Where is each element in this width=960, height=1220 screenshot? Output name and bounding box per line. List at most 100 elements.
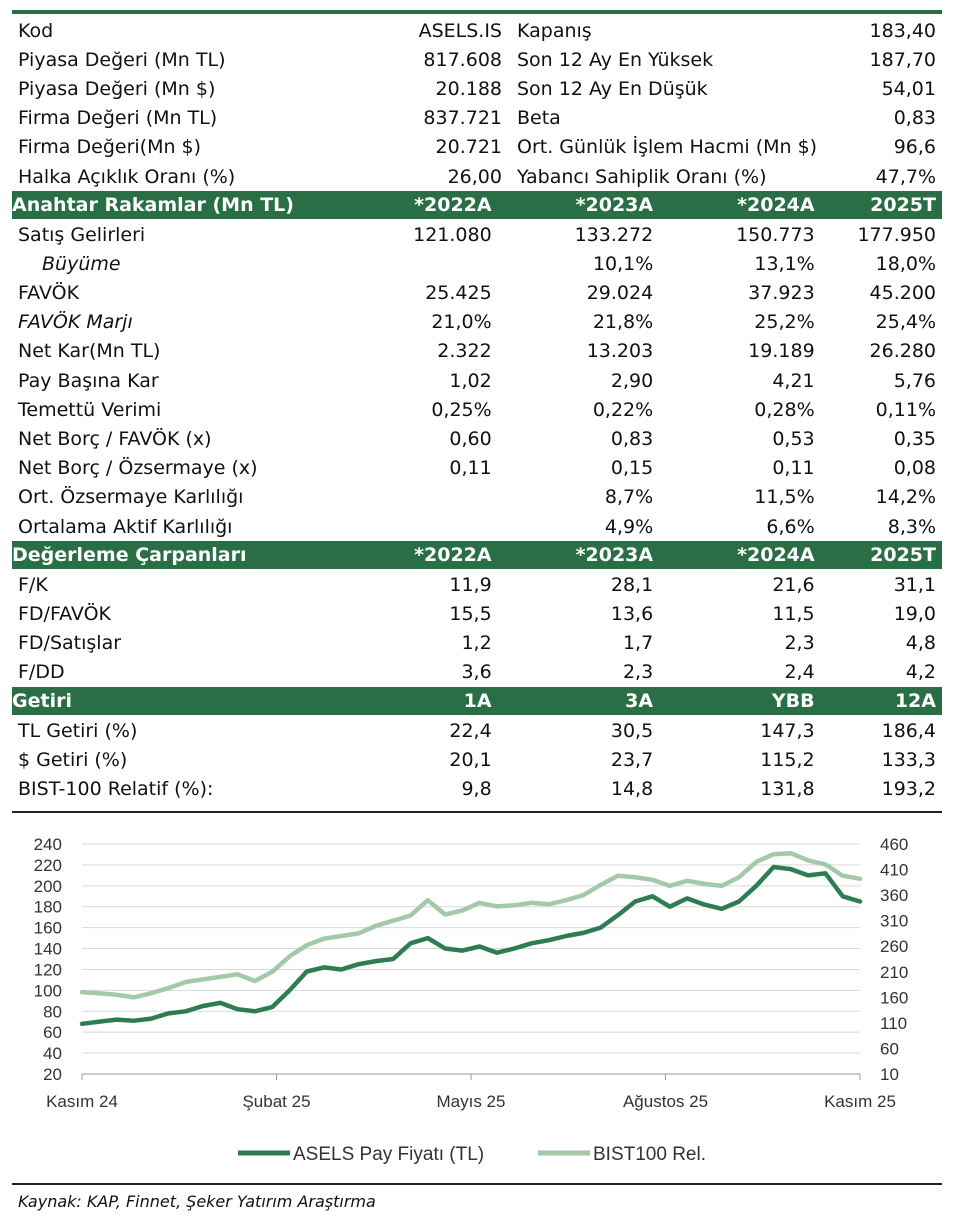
cell-value: 25.425 — [425, 282, 492, 305]
right-axis-tick-label: 110 — [880, 1014, 907, 1033]
cell-value: 37.923 — [748, 282, 815, 305]
column-header: *2023A — [575, 194, 654, 217]
left-axis-tick-label: 80 — [43, 1002, 62, 1021]
cell-value: 121.080 — [413, 223, 492, 246]
cell-value: 14,2% — [875, 486, 937, 509]
column-header: *2024A — [737, 194, 815, 217]
row-label: F/DD — [18, 661, 65, 684]
table-row: FD/FAVÖK 15,5 13,6 11,5 19,0 — [12, 599, 942, 628]
cell-value: 0,15 — [610, 457, 654, 480]
row-label: Net Borç / Özsermaye (x) — [18, 457, 258, 480]
cell-value: 19,0 — [893, 602, 937, 625]
left-axis-tick-label: 220 — [34, 856, 62, 875]
cell-value: 2,3 — [622, 661, 654, 684]
table-row: TL Getiri (%) 22,4 30,5 147,3 186,4 — [12, 716, 942, 745]
cell-value: 28,1 — [610, 573, 654, 596]
cell-value: 0,60 — [449, 428, 492, 451]
cell-value: 4,8 — [905, 632, 937, 655]
summary-row: Kod ASELS.IS Kapanış 183,40 — [12, 16, 942, 45]
column-header: *2024A — [737, 544, 815, 567]
left-axis-tick-label: 40 — [43, 1044, 62, 1063]
section-title: Değerleme Çarpanları — [12, 544, 247, 567]
column-header: YBB — [771, 689, 815, 712]
cell-value: 11,5 — [772, 602, 815, 625]
cell-value: 1,02 — [449, 369, 492, 392]
x-axis-tick-label: Mayıs 25 — [437, 1092, 506, 1111]
cell-value: 5,76 — [893, 369, 937, 392]
column-header: 1A — [463, 689, 492, 712]
table-row: F/K 11,9 28,1 21,6 31,1 — [12, 570, 942, 599]
right-axis-tick-label: 310 — [880, 912, 908, 931]
left-axis-tick-label: 140 — [34, 940, 62, 959]
cell-value: 15,5 — [449, 602, 492, 625]
cell-value: 147,3 — [760, 719, 815, 742]
row-label: $ Getiri (%) — [18, 748, 128, 771]
cell-value: 21,8% — [592, 311, 654, 334]
row-label: FAVÖK Marjı — [18, 311, 133, 334]
summary-label-right: Son 12 Ay En Düşük — [517, 77, 708, 100]
summary-block: Kod ASELS.IS Kapanış 183,40 Piyasa Değer… — [12, 16, 942, 191]
table-row: Net Borç / Özsermaye (x) 0,11 0,15 0,11 … — [12, 454, 942, 483]
column-header: *2022A — [414, 544, 492, 567]
cell-value: 0,08 — [893, 457, 937, 480]
cell-value: 0,53 — [772, 428, 815, 451]
cell-value: 2.322 — [437, 340, 492, 363]
row-label: Ort. Özsermaye Karlılığı — [18, 486, 244, 509]
table-row: FAVÖK 25.425 29.024 37.923 45.200 — [12, 279, 942, 308]
cell-value: 2,3 — [784, 632, 815, 655]
summary-label-left: Piyasa Değeri (Mn $) — [18, 77, 216, 100]
cell-value: 4,2 — [905, 661, 937, 684]
table-row: BIST-100 Relatif (%): 9,8 14,8 131,8 193… — [12, 774, 942, 803]
table-row: Büyüme 10,1% 13,1% 18,0% — [12, 249, 942, 278]
cell-value: 45.200 — [869, 282, 937, 305]
key-figures-body: Satış Gelirleri 121.080 133.272 150.773 … — [12, 220, 942, 541]
cell-value: 29.024 — [586, 282, 654, 305]
right-axis-tick-label: 210 — [880, 963, 908, 982]
legend-label-bist100: BIST100 Rel. — [593, 1144, 706, 1165]
cell-value: 4,21 — [772, 369, 815, 392]
cell-value: 4,9% — [604, 515, 654, 538]
key-figures-header: Anahtar Rakamlar (Mn TL) *2022A *2023A *… — [12, 191, 942, 220]
right-axis-tick-label: 460 — [880, 835, 908, 854]
summary-value-left: 837.721 — [423, 107, 502, 130]
cell-value: 186,4 — [881, 719, 937, 742]
x-axis-tick-label: Kasım 25 — [824, 1092, 896, 1111]
cell-value: 13.203 — [586, 340, 654, 363]
right-axis-tick-label: 410 — [880, 861, 908, 880]
left-axis-tick-label: 100 — [34, 981, 62, 1000]
table-row: Pay Başına Kar 1,02 2,90 4,21 5,76 — [12, 366, 942, 395]
x-axis-tick-label: Ağustos 25 — [623, 1092, 708, 1111]
summary-value-left: 20.721 — [435, 136, 502, 159]
summary-label-right: Yabancı Sahiplik Oranı (%) — [517, 165, 767, 188]
cell-value: 0,25% — [431, 398, 492, 421]
row-label: Net Kar(Mn TL) — [18, 340, 161, 363]
table-row: Satış Gelirleri 121.080 133.272 150.773 … — [12, 220, 942, 249]
returns-body: TL Getiri (%) 22,4 30,5 147,3 186,4 $ Ge… — [12, 716, 942, 804]
summary-value-left: 20.188 — [435, 77, 502, 100]
summary-label-left: Firma Değeri(Mn $) — [18, 136, 202, 159]
cell-value: 20,1 — [449, 748, 492, 771]
column-header: 2025T — [870, 544, 936, 567]
source-rule — [12, 1183, 942, 1185]
cell-value: 23,7 — [610, 748, 654, 771]
summary-label-right: Son 12 Ay En Yüksek — [517, 48, 714, 71]
summary-value-right: 54,01 — [881, 77, 936, 100]
right-axis-tick-label: 60 — [880, 1039, 899, 1058]
left-axis-tick-label: 20 — [43, 1065, 62, 1084]
summary-row: Firma Değeri (Mn TL) 837.721 Beta 0,83 — [12, 104, 942, 133]
table-row: Ortalama Aktif Karlılığı 4,9% 6,6% 8,3% — [12, 512, 942, 541]
cell-value: 0,11% — [875, 398, 937, 421]
row-label: FD/Satışlar — [18, 632, 122, 655]
multiples-body: F/K 11,9 28,1 21,6 31,1 FD/FAVÖK 15,5 13… — [12, 570, 942, 687]
cell-value: 150.773 — [736, 223, 815, 246]
column-header: *2022A — [414, 194, 492, 217]
row-label: BIST-100 Relatif (%): — [18, 777, 214, 800]
column-header: 3A — [625, 689, 654, 712]
cell-value: 177.950 — [857, 223, 937, 246]
summary-value-right: 183,40 — [869, 19, 936, 42]
row-label: FD/FAVÖK — [18, 602, 112, 625]
right-axis-tick-label: 260 — [880, 937, 908, 956]
column-header: *2023A — [575, 544, 654, 567]
row-label: Büyüme — [42, 252, 121, 275]
